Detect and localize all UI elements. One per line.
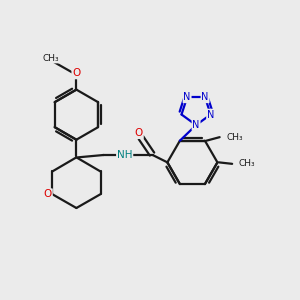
Text: N: N [201, 92, 209, 102]
Text: O: O [135, 128, 143, 138]
Text: O: O [44, 189, 52, 199]
Text: NH: NH [117, 150, 132, 160]
Text: N: N [192, 120, 200, 130]
Text: CH₃: CH₃ [226, 133, 243, 142]
Text: N: N [207, 110, 214, 119]
Text: CH₃: CH₃ [42, 54, 59, 63]
Text: O: O [72, 68, 80, 78]
Text: CH₃: CH₃ [239, 159, 256, 168]
Text: N: N [183, 92, 191, 102]
